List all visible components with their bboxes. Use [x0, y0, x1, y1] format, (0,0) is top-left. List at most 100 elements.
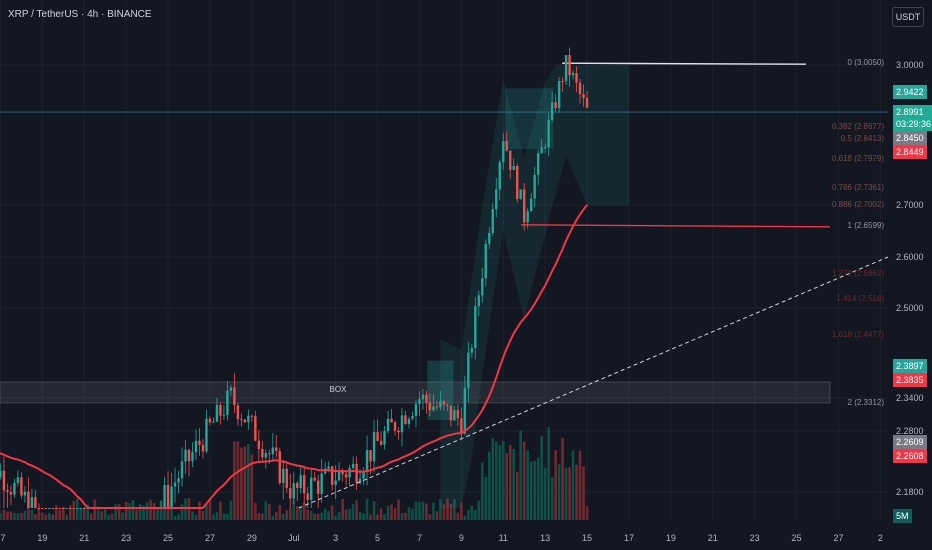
candle-body	[369, 450, 372, 462]
volume-bar	[526, 450, 529, 520]
candle-body	[327, 466, 330, 469]
candle-body	[365, 450, 369, 472]
time-axis-label: 23	[750, 533, 760, 543]
candle-body	[547, 119, 550, 148]
time-axis-label: 25	[792, 533, 802, 543]
price-badge: 2.8449	[893, 145, 927, 160]
candle-body	[376, 432, 379, 441]
candle-body	[467, 352, 470, 388]
candle-body	[421, 394, 425, 400]
volume-bar	[16, 513, 20, 520]
volume-bar	[79, 508, 83, 520]
time-axis[interactable]: 17 19 21 23 25 27 29 Jul 3 5 7 9 11 13 15 17 19 21 23 25 27 2	[0, 533, 883, 543]
candle-body	[397, 430, 400, 433]
price-axis-label: 2.2800	[896, 426, 924, 436]
volume-bar	[512, 449, 516, 520]
volume-bar	[271, 515, 275, 520]
volume-bar	[114, 504, 117, 520]
candle-body	[540, 147, 543, 154]
price-badge-value: 2.8991	[896, 107, 924, 118]
candle-body	[170, 486, 173, 508]
candle-body	[62, 508, 65, 509]
volume-bar	[418, 502, 421, 520]
candle-body	[533, 174, 536, 199]
volume-bar	[128, 503, 131, 520]
candle-body	[257, 440, 261, 449]
candle-body	[383, 431, 386, 445]
time-axis-label: 17	[0, 533, 5, 543]
candle-body	[578, 82, 582, 95]
candle-body	[571, 73, 575, 76]
candle-body	[334, 480, 337, 485]
volume-bar	[529, 461, 533, 520]
candle-body	[529, 198, 533, 212]
candlesticks	[0, 47, 589, 509]
time-axis-label: 5	[375, 533, 380, 543]
candle-body	[20, 477, 23, 496]
candle-body	[512, 166, 515, 170]
volume-bar	[124, 501, 128, 520]
time-axis-label: 19	[37, 533, 47, 543]
candle-body	[194, 440, 198, 453]
volume-bar	[159, 500, 163, 520]
price-axis[interactable]: 3.0000 2.7000 2.6000 2.5000 2.3400 2.2800 2.18…	[896, 60, 924, 497]
candle-body	[201, 444, 205, 452]
candle-body	[37, 508, 41, 509]
volume-bar	[568, 467, 571, 520]
swing-low-line	[521, 224, 831, 228]
candle-body	[184, 449, 187, 462]
candle-body	[247, 415, 250, 423]
volume-bar	[358, 512, 362, 520]
candle-body	[400, 415, 404, 433]
time-axis-label: 2	[878, 533, 883, 543]
volume-bar	[191, 511, 194, 520]
volume-bar	[309, 510, 313, 520]
candle-body	[348, 468, 351, 478]
candle-body	[505, 141, 508, 151]
volume-bar	[212, 514, 215, 520]
volume-bar	[369, 514, 372, 520]
candle-body	[51, 508, 55, 509]
candle-body	[407, 418, 411, 424]
candle-body	[177, 478, 180, 483]
time-axis-label: 9	[459, 533, 464, 543]
candle-body	[58, 508, 62, 509]
volume-bar	[261, 513, 264, 520]
candle-body	[44, 508, 48, 509]
volume-bar	[313, 513, 316, 520]
volume-bar	[194, 514, 198, 520]
volume-bar	[198, 501, 201, 520]
volume-bar	[487, 451, 491, 520]
currency-button[interactable]: USDT	[892, 7, 924, 27]
volume-bar	[149, 499, 152, 520]
swing-high-line	[562, 62, 807, 65]
volume-bar	[337, 511, 341, 520]
candle-body	[523, 189, 526, 223]
candle-body	[296, 483, 299, 489]
candle-body	[76, 508, 79, 509]
time-axis-label: 13	[540, 533, 550, 543]
volume-bar	[13, 513, 16, 520]
candle-body	[163, 485, 166, 508]
time-axis-label: 11	[499, 533, 508, 543]
candle-body	[83, 508, 86, 509]
candle-body	[379, 440, 383, 445]
volume-bar	[170, 498, 173, 520]
volume-bar	[341, 498, 344, 520]
candle-body	[69, 508, 72, 509]
volume-bar	[474, 509, 477, 520]
candle-body	[271, 447, 274, 455]
volume-bar	[240, 447, 243, 520]
volume-bar	[383, 513, 386, 520]
volume-bar	[299, 506, 303, 520]
volume-bar	[344, 509, 348, 520]
volume-bar	[519, 430, 523, 520]
candle-body	[16, 477, 20, 483]
volume-bar	[0, 513, 2, 520]
volume-bar	[72, 500, 76, 520]
price-axis-label: 2.6000	[896, 252, 924, 262]
candle-body	[48, 508, 51, 509]
price-badge: 2.8450	[893, 131, 927, 146]
candle-body	[358, 478, 362, 483]
